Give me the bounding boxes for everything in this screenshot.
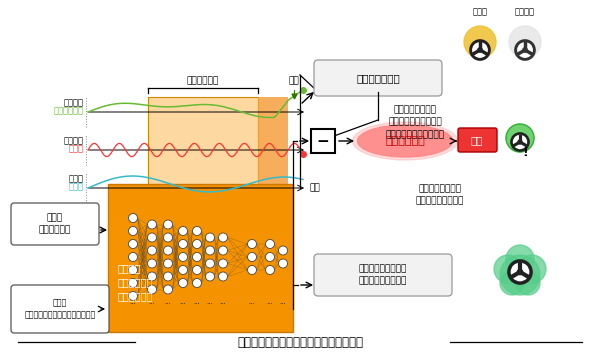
- Circle shape: [205, 233, 215, 242]
- Circle shape: [128, 279, 137, 288]
- Text: ...: ...: [220, 299, 226, 305]
- Circle shape: [478, 48, 482, 52]
- Circle shape: [193, 252, 202, 261]
- Circle shape: [148, 285, 157, 294]
- Circle shape: [218, 233, 227, 242]
- Circle shape: [506, 245, 534, 273]
- Circle shape: [500, 271, 524, 295]
- Circle shape: [128, 226, 137, 235]
- FancyBboxPatch shape: [314, 60, 442, 96]
- Circle shape: [265, 252, 275, 261]
- FancyBboxPatch shape: [11, 203, 99, 245]
- Text: 現在の運転状態と
「適切な運転状態」が
大きく異なる場合・・・: 現在の運転状態と 「適切な運転状態」が 大きく異なる場合・・・: [385, 105, 445, 139]
- Circle shape: [179, 279, 187, 288]
- Circle shape: [128, 266, 137, 274]
- Text: 時刻: 時刻: [309, 184, 320, 193]
- Circle shape: [205, 246, 215, 255]
- Circle shape: [148, 220, 157, 229]
- Circle shape: [179, 266, 187, 274]
- Text: ...: ...: [206, 299, 214, 305]
- Circle shape: [163, 220, 173, 229]
- Circle shape: [163, 246, 173, 255]
- Text: ...: ...: [280, 299, 286, 305]
- Circle shape: [464, 26, 496, 58]
- Text: 漫然運転検知: 漫然運転検知: [385, 136, 425, 146]
- Text: 顔向き: 顔向き: [69, 183, 84, 192]
- Circle shape: [218, 272, 227, 281]
- Text: !: !: [522, 145, 528, 158]
- Circle shape: [193, 226, 202, 235]
- Text: 現在: 現在: [289, 76, 299, 85]
- Circle shape: [128, 239, 137, 248]
- FancyBboxPatch shape: [311, 129, 335, 153]
- Circle shape: [508, 260, 532, 284]
- Circle shape: [193, 239, 202, 248]
- Circle shape: [248, 239, 257, 248]
- Circle shape: [248, 252, 257, 261]
- Circle shape: [248, 266, 257, 274]
- Text: 正常運転だったら
こうなるはず・・・: 正常運転だったら こうなるはず・・・: [416, 184, 464, 206]
- Circle shape: [205, 259, 215, 268]
- Circle shape: [518, 255, 546, 283]
- Text: 「漫然運転検知アルゴリズム」の仕組み: 「漫然運転検知アルゴリズム」の仕組み: [237, 336, 363, 348]
- Text: 現在の運転状態: 現在の運転状態: [356, 73, 400, 83]
- Circle shape: [179, 226, 187, 235]
- Circle shape: [516, 271, 540, 295]
- Circle shape: [518, 140, 522, 144]
- FancyBboxPatch shape: [314, 254, 452, 296]
- Text: 警告: 警告: [471, 135, 483, 145]
- Circle shape: [163, 233, 173, 242]
- Circle shape: [494, 255, 522, 283]
- Text: 機械学習で予測した
「適切な運転状態」: 機械学習で予測した 「適切な運転状態」: [359, 264, 407, 286]
- Circle shape: [473, 43, 487, 57]
- Circle shape: [148, 259, 157, 268]
- Circle shape: [511, 133, 529, 151]
- FancyBboxPatch shape: [458, 128, 497, 152]
- Text: 出力＝
現在あるべき「適切な運転状態」: 出力＝ 現在あるべき「適切な運転状態」: [25, 298, 95, 319]
- Text: ...: ...: [248, 299, 256, 305]
- Circle shape: [514, 135, 526, 148]
- Circle shape: [163, 285, 173, 294]
- Circle shape: [218, 259, 227, 268]
- Text: ぼんやり: ぼんやり: [515, 8, 535, 17]
- Text: ...: ...: [179, 299, 187, 305]
- Text: ...: ...: [164, 299, 172, 305]
- Text: −: −: [317, 134, 329, 148]
- Circle shape: [511, 264, 529, 281]
- Circle shape: [128, 292, 137, 301]
- Circle shape: [163, 272, 173, 281]
- Text: 顔情報: 顔情報: [69, 175, 84, 184]
- Circle shape: [128, 213, 137, 222]
- Circle shape: [148, 272, 157, 281]
- Circle shape: [179, 239, 187, 248]
- Circle shape: [218, 246, 227, 255]
- Circle shape: [265, 266, 275, 274]
- Circle shape: [265, 239, 275, 248]
- Circle shape: [517, 269, 523, 275]
- Text: 時系列データ: 時系列データ: [187, 76, 219, 85]
- Circle shape: [205, 272, 215, 281]
- Ellipse shape: [358, 125, 452, 157]
- Circle shape: [148, 246, 157, 255]
- Circle shape: [128, 252, 137, 261]
- Ellipse shape: [353, 122, 458, 160]
- Text: ...: ...: [149, 299, 155, 305]
- Circle shape: [523, 48, 527, 52]
- Text: 車両情報: 車両情報: [64, 99, 84, 108]
- Circle shape: [179, 252, 187, 261]
- Text: ...: ...: [194, 299, 200, 305]
- Circle shape: [470, 40, 490, 60]
- Text: 入力＝
時系列データ: 入力＝ 時系列データ: [39, 213, 71, 235]
- FancyBboxPatch shape: [11, 285, 109, 333]
- Circle shape: [278, 259, 287, 268]
- Text: ...: ...: [130, 299, 136, 305]
- Circle shape: [278, 246, 287, 255]
- Circle shape: [509, 26, 541, 58]
- Text: ...: ...: [266, 299, 274, 305]
- Circle shape: [193, 279, 202, 288]
- Text: 心拍数: 心拍数: [69, 144, 84, 153]
- Text: 機械学習
アルゴリズム
（深層学習）: 機械学習 アルゴリズム （深層学習）: [118, 263, 153, 301]
- Circle shape: [193, 266, 202, 274]
- Text: ハンドル舍角: ハンドル舍角: [54, 107, 84, 116]
